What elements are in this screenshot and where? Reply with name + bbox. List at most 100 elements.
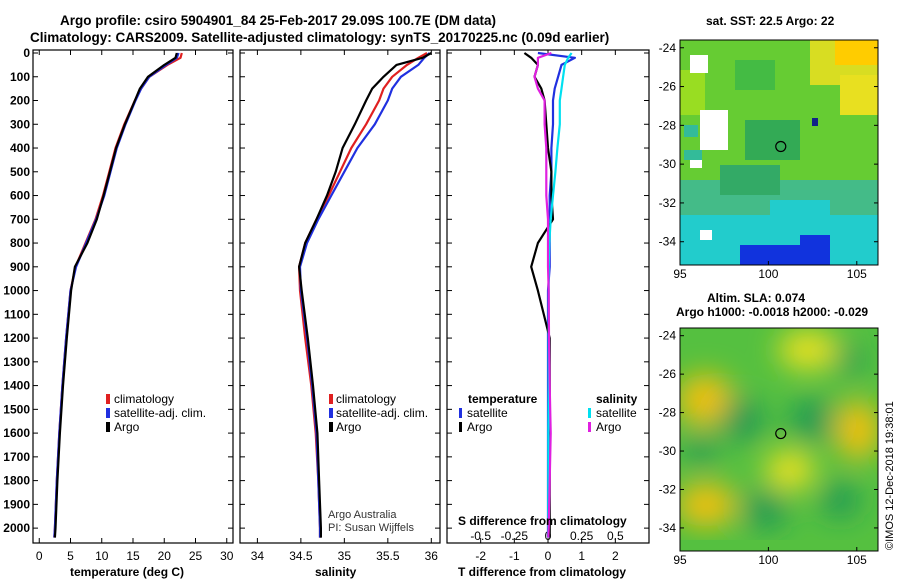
credit-pi: PI: Susan Wijffels [328, 522, 414, 534]
lat-tick-label: -26 [659, 367, 677, 381]
x-tick-label: 34.5 [289, 549, 313, 563]
lon-tick-label: 105 [847, 553, 867, 567]
legend-label-climatology: climatology [336, 392, 396, 406]
depth-tick-label: 1400 [3, 379, 30, 393]
temperature-legend: climatology satellite-adj. clim. Argo [106, 392, 206, 434]
legend-label-t-satellite: satellite [467, 406, 508, 420]
s-tick-label: -0.25 [501, 529, 529, 543]
credit-argo-australia: Argo Australia [328, 509, 397, 521]
legend-label-argo: Argo [336, 420, 362, 434]
legend-label-climatology: climatology [114, 392, 174, 406]
x-tick-label: 35.5 [376, 549, 400, 563]
x-tick-label: -2 [475, 549, 486, 563]
depth-tick-label: 1200 [3, 331, 30, 345]
lon-tick-label: 95 [673, 267, 687, 281]
depth-tick-label: 700 [10, 212, 30, 226]
lat-tick-label: -24 [659, 41, 677, 55]
depth-tick-label: 200 [10, 94, 30, 108]
depth-tick-label: 900 [10, 260, 30, 274]
lat-tick-label: -28 [659, 406, 677, 420]
salinity-plot-frame [239, 49, 441, 544]
sla-map: Altim. SLA: 0.074 Argo h1000: -0.0018 h2… [659, 291, 879, 567]
s-tick-label: 0.5 [607, 529, 624, 543]
series-line-argo [53, 52, 178, 538]
legend-title-temperature: temperature [468, 392, 538, 406]
lat-tick-label: -26 [659, 80, 677, 94]
difference-legend: temperature salinity satellite Argo sate… [459, 392, 638, 434]
temperature-panel: 0100200300400500600700800900100011001200… [3, 46, 233, 579]
salinity-x-label: salinity [315, 565, 357, 579]
float-position-marker [775, 427, 787, 440]
sla-map-title-1: Altim. SLA: 0.074 [707, 291, 805, 305]
sla-longitude-ticks: 95 100 105 [673, 547, 867, 567]
legend-swatch-s-argo [588, 422, 591, 432]
sst-map-image [680, 40, 878, 265]
lon-tick-label: 95 [673, 553, 687, 567]
legend-swatch-satellite [329, 408, 333, 418]
x-tick-label: 34 [251, 549, 265, 563]
temperature-x-ticks: 0 5 10 15 20 25 30 [33, 50, 234, 563]
x-tick-label: 15 [126, 549, 140, 563]
legend-swatch-s-satellite [588, 408, 591, 418]
temperature-plot-frame [32, 49, 234, 544]
lon-tick-label: 100 [758, 553, 778, 567]
difference-panel: -2 -1 0 1 2 -0.5 -0.25 0 0.25 0.5 S difference f… [446, 49, 650, 579]
depth-tick-label: 0 [23, 46, 30, 60]
legend-label-s-argo: Argo [596, 420, 622, 434]
legend-label-satellite: satellite-adj. clim. [114, 406, 206, 420]
sst-map: sat. SST: 22.5 Argo: 22 -24 -26 -28 -30 [659, 14, 879, 281]
lat-tick-label: -24 [659, 329, 677, 343]
depth-tick-label: 1900 [3, 497, 30, 511]
series-line-argo [298, 52, 432, 538]
x-tick-label: 0 [36, 549, 43, 563]
salinity-panel: 34 34.5 35 35.5 36 salinity climatology sate… [239, 49, 441, 579]
legend-swatch-satellite [106, 408, 110, 418]
depth-tick-label: 100 [10, 70, 30, 84]
x-tick-label: 20 [158, 549, 172, 563]
depth-tick-label: 1800 [3, 474, 30, 488]
sst-map-frame [679, 39, 879, 266]
lat-tick-label: -28 [659, 118, 677, 132]
lon-tick-label: 100 [758, 267, 778, 281]
salinity-legend: climatology satellite-adj. clim. Argo [329, 392, 428, 434]
legend-swatch-climatology [106, 394, 110, 404]
title-line-2: Climatology: CARS2009. Satellite-adjuste… [30, 30, 609, 45]
lat-tick-label: -32 [659, 196, 677, 210]
salinity-x-ticks: 34 34.5 35 35.5 36 [240, 50, 440, 563]
sla-map-image [680, 328, 878, 551]
legend-label-s-satellite: satellite [596, 406, 637, 420]
x-tick-label: 5 [67, 549, 74, 563]
x-tick-label: 35 [338, 549, 352, 563]
legend-swatch-argo [329, 422, 333, 432]
legend-swatch-t-argo [459, 422, 462, 432]
depth-tick-label: 1700 [3, 450, 30, 464]
difference-lines [523, 51, 577, 538]
legend-swatch-climatology [329, 394, 333, 404]
x-tick-label: -1 [509, 549, 520, 563]
x-tick-label: 25 [189, 549, 203, 563]
depth-tick-label: 600 [10, 189, 30, 203]
lat-tick-label: -34 [659, 521, 677, 535]
lon-tick-label: 105 [847, 267, 867, 281]
lat-tick-label: -34 [659, 235, 677, 249]
legend-label-argo: Argo [114, 420, 140, 434]
temperature-lines [53, 52, 183, 538]
sla-map-title-2: Argo h1000: -0.0018 h2000: -0.029 [676, 305, 868, 319]
title-line-1: Argo profile: csiro 5904901_84 25-Feb-20… [60, 13, 496, 28]
series-line-salinity-satellite [547, 52, 573, 538]
depth-tick-label: 300 [10, 117, 30, 131]
legend-label-satellite: satellite-adj. clim. [336, 406, 428, 420]
depth-tick-label: 1300 [3, 355, 30, 369]
depth-tick-label: 1100 [4, 307, 30, 321]
s-difference-label: S difference from climatology [458, 514, 627, 528]
legend-title-salinity: salinity [596, 392, 638, 406]
depth-tick-label: 1000 [3, 284, 30, 298]
x-tick-label: 2 [612, 549, 619, 563]
lat-tick-label: -32 [659, 482, 677, 496]
sla-latitude-ticks: -24 -26 -28 -30 -32 -34 [659, 329, 878, 535]
s-tick-label: 0.25 [570, 529, 594, 543]
difference-x-ticks: -2 -1 0 1 2 [447, 50, 649, 563]
temperature-x-label: temperature (deg C) [70, 565, 184, 579]
sst-map-title: sat. SST: 22.5 Argo: 22 [706, 14, 835, 28]
